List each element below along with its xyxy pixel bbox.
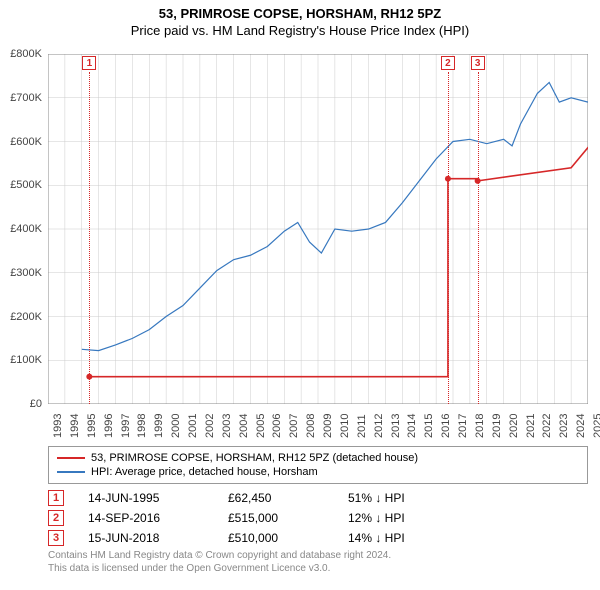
x-tick-label: 1997	[120, 414, 132, 438]
x-tick-label: 2024	[575, 414, 587, 438]
x-tick-label: 2009	[322, 414, 334, 438]
y-tick-label: £700K	[0, 92, 42, 104]
x-tick-label: 2003	[221, 414, 233, 438]
legend: 53, PRIMROSE COPSE, HORSHAM, RH12 5PZ (d…	[48, 446, 588, 484]
x-tick-label: 1998	[136, 414, 148, 438]
x-tick-label: 2017	[457, 414, 469, 438]
transaction-date: 14-JUN-1995	[88, 491, 228, 505]
transaction-price: £62,450	[228, 491, 348, 505]
legend-swatch	[57, 471, 85, 473]
footer-line-2: This data is licensed under the Open Gov…	[48, 563, 588, 576]
x-tick-label: 2004	[238, 414, 250, 438]
transaction-delta: 12% ↓ HPI	[348, 511, 508, 525]
x-tick-label: 1993	[52, 414, 64, 438]
x-tick-label: 1999	[153, 414, 165, 438]
legend-item: 53, PRIMROSE COPSE, HORSHAM, RH12 5PZ (d…	[57, 451, 579, 465]
x-tick-label: 2023	[558, 414, 570, 438]
transaction-badge: 2	[48, 510, 64, 526]
transaction-delta: 14% ↓ HPI	[348, 531, 508, 545]
title-main: 53, PRIMROSE COPSE, HORSHAM, RH12 5PZ	[0, 6, 600, 21]
title-sub: Price paid vs. HM Land Registry's House …	[0, 23, 600, 38]
transaction-badge: 1	[48, 490, 64, 506]
x-tick-label: 2014	[406, 414, 418, 438]
x-tick-label: 2005	[255, 414, 267, 438]
x-tick-label: 2012	[373, 414, 385, 438]
y-tick-label: £500K	[0, 179, 42, 191]
x-tick-label: 2019	[491, 414, 503, 438]
y-tick-label: £400K	[0, 223, 42, 235]
x-tick-label: 2007	[288, 414, 300, 438]
x-tick-label: 2022	[541, 414, 553, 438]
series-price_paid	[89, 142, 588, 377]
y-tick-label: £100K	[0, 354, 42, 366]
transactions-table: 1 14-JUN-1995£62,45051% ↓ HPI 2 14-SEP-2016…	[48, 488, 588, 548]
x-tick-label: 2008	[305, 414, 317, 438]
x-tick-label: 1996	[103, 414, 115, 438]
x-tick-label: 2006	[271, 414, 283, 438]
transaction-price: £510,000	[228, 531, 348, 545]
x-tick-label: 2001	[187, 414, 199, 438]
chart-marker-badge: 1	[82, 56, 96, 70]
x-tick-label: 2000	[170, 414, 182, 438]
x-tick-label: 2002	[204, 414, 216, 438]
x-tick-label: 1994	[69, 414, 81, 438]
chart-marker-badge: 3	[471, 56, 485, 70]
x-tick-label: 2020	[508, 414, 520, 438]
chart-plot-area: 1 2 3	[48, 54, 588, 404]
y-tick-label: £0	[0, 398, 42, 410]
chart-container: 53, PRIMROSE COPSE, HORSHAM, RH12 5PZ Pr…	[0, 0, 600, 590]
marker-vline	[478, 72, 479, 404]
title-block: 53, PRIMROSE COPSE, HORSHAM, RH12 5PZ Pr…	[0, 0, 600, 38]
transaction-row: 2 14-SEP-2016£515,00012% ↓ HPI	[48, 508, 588, 528]
legend-label: HPI: Average price, detached house, Hors…	[91, 466, 318, 478]
x-tick-label: 2010	[339, 414, 351, 438]
legend-swatch	[57, 457, 85, 459]
transaction-delta: 51% ↓ HPI	[348, 491, 508, 505]
marker-vline	[89, 72, 90, 404]
x-tick-label: 2015	[423, 414, 435, 438]
x-tick-label: 2021	[525, 414, 537, 438]
y-axis-labels: £0£100K£200K£300K£400K£500K£600K£700K£80…	[0, 54, 46, 404]
y-tick-label: £600K	[0, 136, 42, 148]
y-tick-label: £200K	[0, 311, 42, 323]
transaction-price: £515,000	[228, 511, 348, 525]
chart-marker-badge: 2	[441, 56, 455, 70]
x-tick-label: 2025	[592, 414, 600, 438]
marker-vline	[448, 72, 449, 404]
y-tick-label: £800K	[0, 48, 42, 60]
transaction-row: 3 15-JUN-2018£510,00014% ↓ HPI	[48, 528, 588, 548]
transaction-date: 14-SEP-2016	[88, 511, 228, 525]
legend-item: HPI: Average price, detached house, Hors…	[57, 465, 579, 479]
transaction-badge: 3	[48, 530, 64, 546]
legend-label: 53, PRIMROSE COPSE, HORSHAM, RH12 5PZ (d…	[91, 452, 418, 464]
x-tick-label: 2018	[474, 414, 486, 438]
transaction-date: 15-JUN-2018	[88, 531, 228, 545]
attribution-footer: Contains HM Land Registry data © Crown c…	[48, 550, 588, 575]
x-tick-label: 2013	[390, 414, 402, 438]
footer-line-1: Contains HM Land Registry data © Crown c…	[48, 550, 588, 563]
transaction-row: 1 14-JUN-1995£62,45051% ↓ HPI	[48, 488, 588, 508]
x-tick-label: 1995	[86, 414, 98, 438]
y-tick-label: £300K	[0, 267, 42, 279]
x-tick-label: 2011	[356, 414, 368, 438]
x-axis-labels: 1993 1994 1995 1996 1997 1998 1999 2000 2001 2002…	[48, 404, 588, 444]
x-tick-label: 2016	[440, 414, 452, 438]
